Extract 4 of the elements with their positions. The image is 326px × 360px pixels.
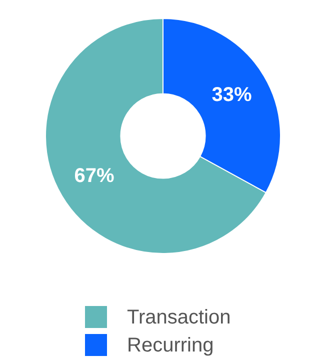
legend-label: Recurring xyxy=(127,334,214,357)
data-label: 33% xyxy=(212,84,252,106)
data-label: 67% xyxy=(74,165,114,188)
legend-label: Transaction xyxy=(127,306,231,329)
